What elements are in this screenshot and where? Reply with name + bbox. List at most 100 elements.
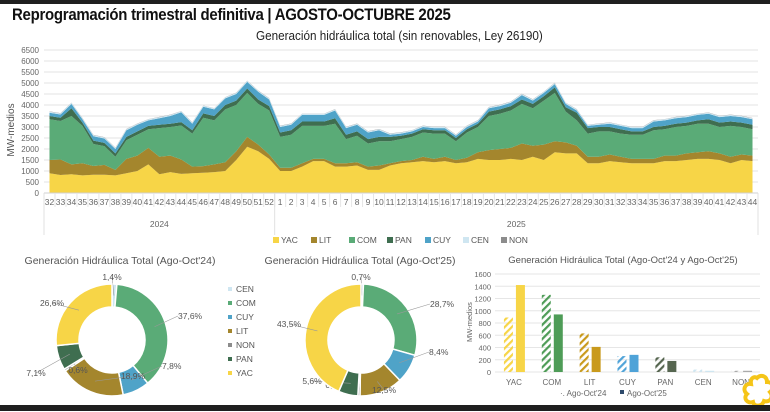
bottom-bar: [0, 405, 770, 411]
x-tick-label: 40: [704, 197, 714, 207]
x-tick-label: 40: [133, 197, 143, 207]
x-tick-label: 34: [638, 197, 648, 207]
y-tick-label: 4000: [21, 101, 39, 110]
bar-non-2025: [743, 370, 753, 372]
x-tick-label: 37: [100, 197, 110, 207]
x-tick-label: 8: [355, 197, 360, 207]
donut-leader-line: [51, 302, 80, 311]
x-tick-label: 45: [188, 197, 198, 207]
x-tick-label: 2: [289, 197, 294, 207]
x-tick-label: CUY: [619, 378, 637, 387]
legend-swatch-cuy: [425, 237, 431, 243]
donut-legend-label-non: NON: [236, 340, 255, 350]
legend-swatch-ago-oct25: [620, 390, 624, 394]
donut-2024-title: Generación Hidráulica Total (Ago-Oct'24): [25, 255, 216, 267]
x-tick-label: 19: [473, 197, 483, 207]
donut-data-label: 37,6%: [178, 311, 203, 321]
legend-label-ago-oct24: ·. Ago-Oct'24: [560, 389, 607, 398]
bar-chart-comparison: Generación Hidráulica Total (Ago-Oct'24 …: [465, 255, 760, 398]
x-group-label: 2025: [507, 219, 526, 229]
donut-data-label: 8,4%: [429, 347, 449, 357]
bar-com-2024: [541, 294, 551, 372]
donut-chart-2025: Generación Hidráulica Total (Ago-Oct'25)…: [265, 255, 455, 397]
donut-leader-line: [131, 365, 163, 381]
donut-data-label: 5,6%: [302, 376, 322, 386]
donut-slice-com: [361, 283, 418, 357]
y-tick-label: 1400: [474, 282, 491, 291]
legend-swatch-non: [501, 237, 507, 243]
x-tick-label: 32: [45, 197, 55, 207]
donut-leader-line: [111, 276, 115, 296]
area-chart-title: Generación hidráulica total (sin renovab…: [256, 28, 543, 43]
bar-y-axis-label: MW-medios: [465, 302, 474, 342]
x-tick-label: 42: [155, 197, 165, 207]
donut-chart-2024: Generación Hidráulica Total (Ago-Oct'24)…: [25, 255, 256, 397]
donut-leader-line: [377, 381, 385, 391]
y-tick-label: 6000: [21, 57, 39, 66]
bar-lit-2024: [579, 333, 589, 372]
legend-label-cuy: CUY: [433, 235, 451, 245]
donut-legend-label-com: COM: [236, 298, 256, 308]
x-tick-label: 33: [56, 197, 66, 207]
donut-legend-swatch-cen: [228, 287, 232, 291]
x-tick-label: 34: [67, 197, 77, 207]
x-tick-label: 32: [616, 197, 626, 207]
donut-leader-line: [94, 375, 134, 382]
legend-label-lit: LIT: [319, 235, 331, 245]
x-tick-label: 4: [311, 197, 316, 207]
bar-chart-title: Generación Hidráulica Total (Ago-Oct'24 …: [508, 255, 737, 266]
y-tick-label: 500: [26, 178, 40, 187]
x-tick-label: 12: [396, 197, 406, 207]
x-tick-label: 39: [693, 197, 703, 207]
area-series-pan: [49, 87, 753, 157]
area-series-cuy: [49, 81, 753, 154]
donut-legend-label-cen: CEN: [236, 284, 254, 294]
x-tick-label: 48: [221, 197, 231, 207]
y-tick-label: 1000: [21, 167, 39, 176]
x-tick-label: 51: [253, 197, 263, 207]
x-tick-label: 27: [561, 197, 571, 207]
x-tick-label: 11: [386, 197, 395, 207]
y-tick-label: 0: [35, 189, 40, 198]
x-tick-label: 44: [177, 197, 187, 207]
x-tick-label: YAC: [506, 378, 522, 387]
x-tick-label: 33: [627, 197, 637, 207]
y-tick-label: 1200: [474, 295, 491, 304]
y-tick-label: 5500: [21, 68, 39, 77]
donut-legend-label-cuy: CUY: [236, 312, 254, 322]
donut-data-label: 0,7%: [351, 272, 371, 282]
x-tick-label: CEN: [695, 378, 712, 387]
x-tick-label: LIT: [584, 378, 596, 387]
donut-data-label: 7,1%: [26, 368, 46, 378]
x-tick-label: 20: [484, 197, 494, 207]
x-tick-label: 30: [594, 197, 604, 207]
donut-data-label: 7,8%: [162, 361, 182, 371]
y-tick-label: 800: [478, 319, 491, 328]
legend-swatch-pan: [387, 237, 393, 243]
legend-swatch-com: [349, 237, 355, 243]
y-tick-label: 2000: [21, 145, 39, 154]
x-tick-label: 42: [726, 197, 736, 207]
y-tick-label: 600: [478, 331, 491, 340]
donut-legend-swatch-non: [228, 343, 232, 347]
donut-leader-line: [288, 323, 318, 332]
y-tick-label: 2500: [21, 134, 39, 143]
x-tick-label: COM: [542, 378, 561, 387]
donut-slice-com: [114, 283, 169, 385]
y-tick-label: 3500: [21, 112, 39, 121]
bar-yac-2025: [515, 285, 525, 372]
y-tick-label: 5000: [21, 79, 39, 88]
area-series-yac: [49, 146, 753, 193]
donut-slice-yac: [55, 283, 113, 347]
x-tick-label: 36: [660, 197, 670, 207]
x-tick-label: 37: [671, 197, 681, 207]
x-tick-label: 46: [199, 197, 209, 207]
legend-swatch-cen: [463, 237, 469, 243]
area-series-lit: [49, 136, 753, 176]
donut-data-label: 12,5%: [372, 385, 397, 395]
x-tick-label: 15: [429, 197, 439, 207]
donut-legend-swatch-cuy: [228, 315, 232, 319]
page-title: Reprogramación trimestral definitiva | A…: [12, 5, 451, 24]
y-tick-label: 1500: [21, 156, 39, 165]
donut-data-label: 28,7%: [430, 299, 455, 309]
